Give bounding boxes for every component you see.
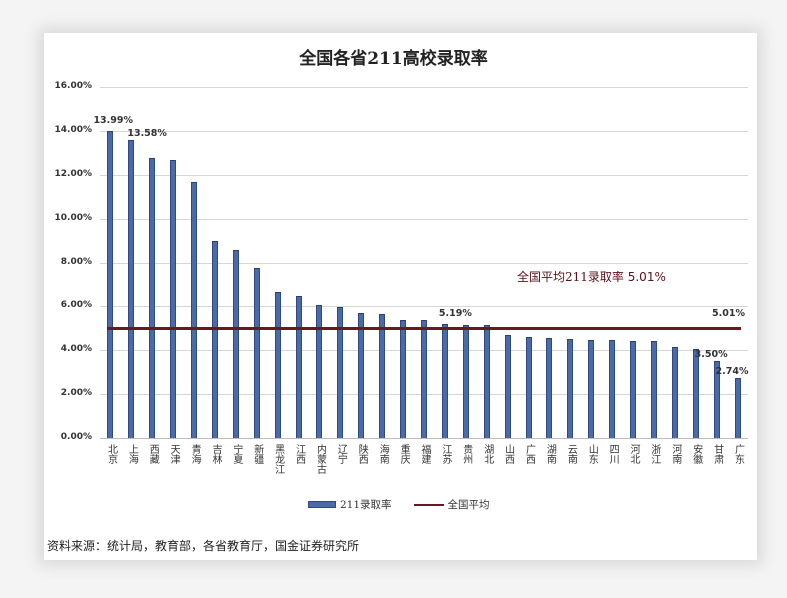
x-tick-label: 安徽 <box>690 444 702 464</box>
x-tick-label: 福建 <box>419 444 430 464</box>
gridline <box>100 130 748 132</box>
legend-bar-label: 211录取率 <box>340 499 392 511</box>
bar <box>337 307 344 438</box>
x-tick-label: 青海 <box>189 444 201 464</box>
bar <box>650 341 657 438</box>
x-tick-label: 陕西 <box>356 444 368 464</box>
gridline <box>100 174 748 176</box>
y-tick-label: 16.00% <box>54 81 93 91</box>
x-tick-label: 湖南 <box>544 444 556 464</box>
x-tick-label: 山东 <box>586 444 598 464</box>
gridline <box>100 218 748 220</box>
bar <box>483 325 490 438</box>
x-tick-label: 上海 <box>126 444 138 464</box>
bar <box>713 361 720 438</box>
source-note: 资料来源：统计局，教育部，各省教育厅，国金证券研究所 <box>47 539 360 553</box>
average-line <box>107 326 741 330</box>
x-tick-label: 辽宁 <box>335 444 347 464</box>
bar <box>400 319 407 438</box>
x-tick-label: 重庆 <box>398 444 410 464</box>
bar <box>462 325 469 438</box>
bar <box>609 340 616 438</box>
bar <box>692 348 699 438</box>
y-tick-label: 4.00% <box>60 344 92 355</box>
y-tick-label: 6.00% <box>60 300 92 311</box>
bar <box>191 181 198 438</box>
data-label: 5.19% <box>438 308 472 320</box>
legend-line-label: 全国平均 <box>447 499 490 511</box>
x-tick-label: 吉林 <box>209 444 221 464</box>
x-tick-label: 江苏 <box>439 444 451 464</box>
x-tick-label: 天津 <box>168 444 180 464</box>
bar <box>734 377 741 438</box>
data-label: 5.01% <box>712 308 745 320</box>
chart-frame <box>44 33 757 560</box>
x-tick-label: 宁夏 <box>230 444 242 464</box>
bar <box>567 339 574 438</box>
y-tick-label: 10.00% <box>54 212 93 223</box>
x-tick-label: 广东 <box>732 444 744 464</box>
bar <box>253 267 260 438</box>
line-swatch-icon <box>413 503 444 506</box>
bar <box>170 160 177 438</box>
average-annotation: 全国平均211录取率 5.01% <box>517 268 666 285</box>
x-tick-label: 新疆 <box>251 444 263 464</box>
bar <box>671 346 678 438</box>
x-axis <box>100 438 748 439</box>
bar <box>232 249 239 438</box>
bar <box>107 131 114 438</box>
bar <box>421 320 427 438</box>
bar-swatch-icon <box>308 501 336 508</box>
legend: 211录取率 全国平均 <box>308 497 512 512</box>
bar <box>211 241 218 438</box>
x-tick-label: 黑龙江 <box>272 444 284 474</box>
x-tick-label: 西藏 <box>147 444 159 464</box>
bar <box>274 292 281 438</box>
bar <box>525 337 532 438</box>
bar <box>546 337 553 438</box>
x-tick-label: 山西 <box>502 444 514 464</box>
y-tick-label: 2.00% <box>60 388 92 399</box>
data-label: 13.99% <box>93 115 134 127</box>
x-tick-label: 湖北 <box>481 444 493 464</box>
bar <box>441 324 448 438</box>
x-tick-label: 河南 <box>669 444 681 464</box>
gridline <box>100 87 748 88</box>
x-tick-label: 江西 <box>293 444 305 464</box>
x-tick-label: 贵州 <box>460 444 472 464</box>
x-tick-label: 内蒙古 <box>314 444 326 474</box>
x-tick-label: 云南 <box>565 444 577 464</box>
average-annotation-label: 全国平均211录取率 <box>517 270 624 284</box>
bar <box>504 335 511 438</box>
y-tick-label: 14.00% <box>54 124 93 135</box>
x-tick-label: 海南 <box>377 444 389 464</box>
bar <box>630 341 637 438</box>
data-label: 13.58% <box>127 128 167 140</box>
chart-title: 全国各省211高校录取率 <box>299 49 488 69</box>
y-tick-label: 0.00% <box>60 432 92 442</box>
data-label: 2.74% <box>715 365 749 377</box>
y-tick-label: 8.00% <box>60 256 92 267</box>
x-tick-label: 甘肃 <box>711 444 723 464</box>
bar <box>379 314 386 438</box>
x-tick-label: 四川 <box>607 444 619 464</box>
x-tick-label: 浙江 <box>648 444 660 464</box>
bar <box>316 305 323 438</box>
gridline <box>100 262 748 264</box>
data-label: 3.50% <box>694 349 728 361</box>
legend-item-line: 全国平均 <box>413 497 490 512</box>
x-tick-label: 北京 <box>105 444 117 464</box>
bar <box>149 158 156 438</box>
bar <box>588 339 595 438</box>
bar <box>358 312 365 438</box>
average-annotation-value: 5.01% <box>627 270 666 284</box>
bar <box>295 296 302 438</box>
gridline <box>100 306 748 308</box>
x-tick-label: 河北 <box>628 444 640 464</box>
legend-item-bar: 211录取率 <box>308 497 392 512</box>
y-tick-label: 12.00% <box>54 168 93 179</box>
bar <box>128 140 135 438</box>
x-tick-label: 广西 <box>523 444 535 464</box>
